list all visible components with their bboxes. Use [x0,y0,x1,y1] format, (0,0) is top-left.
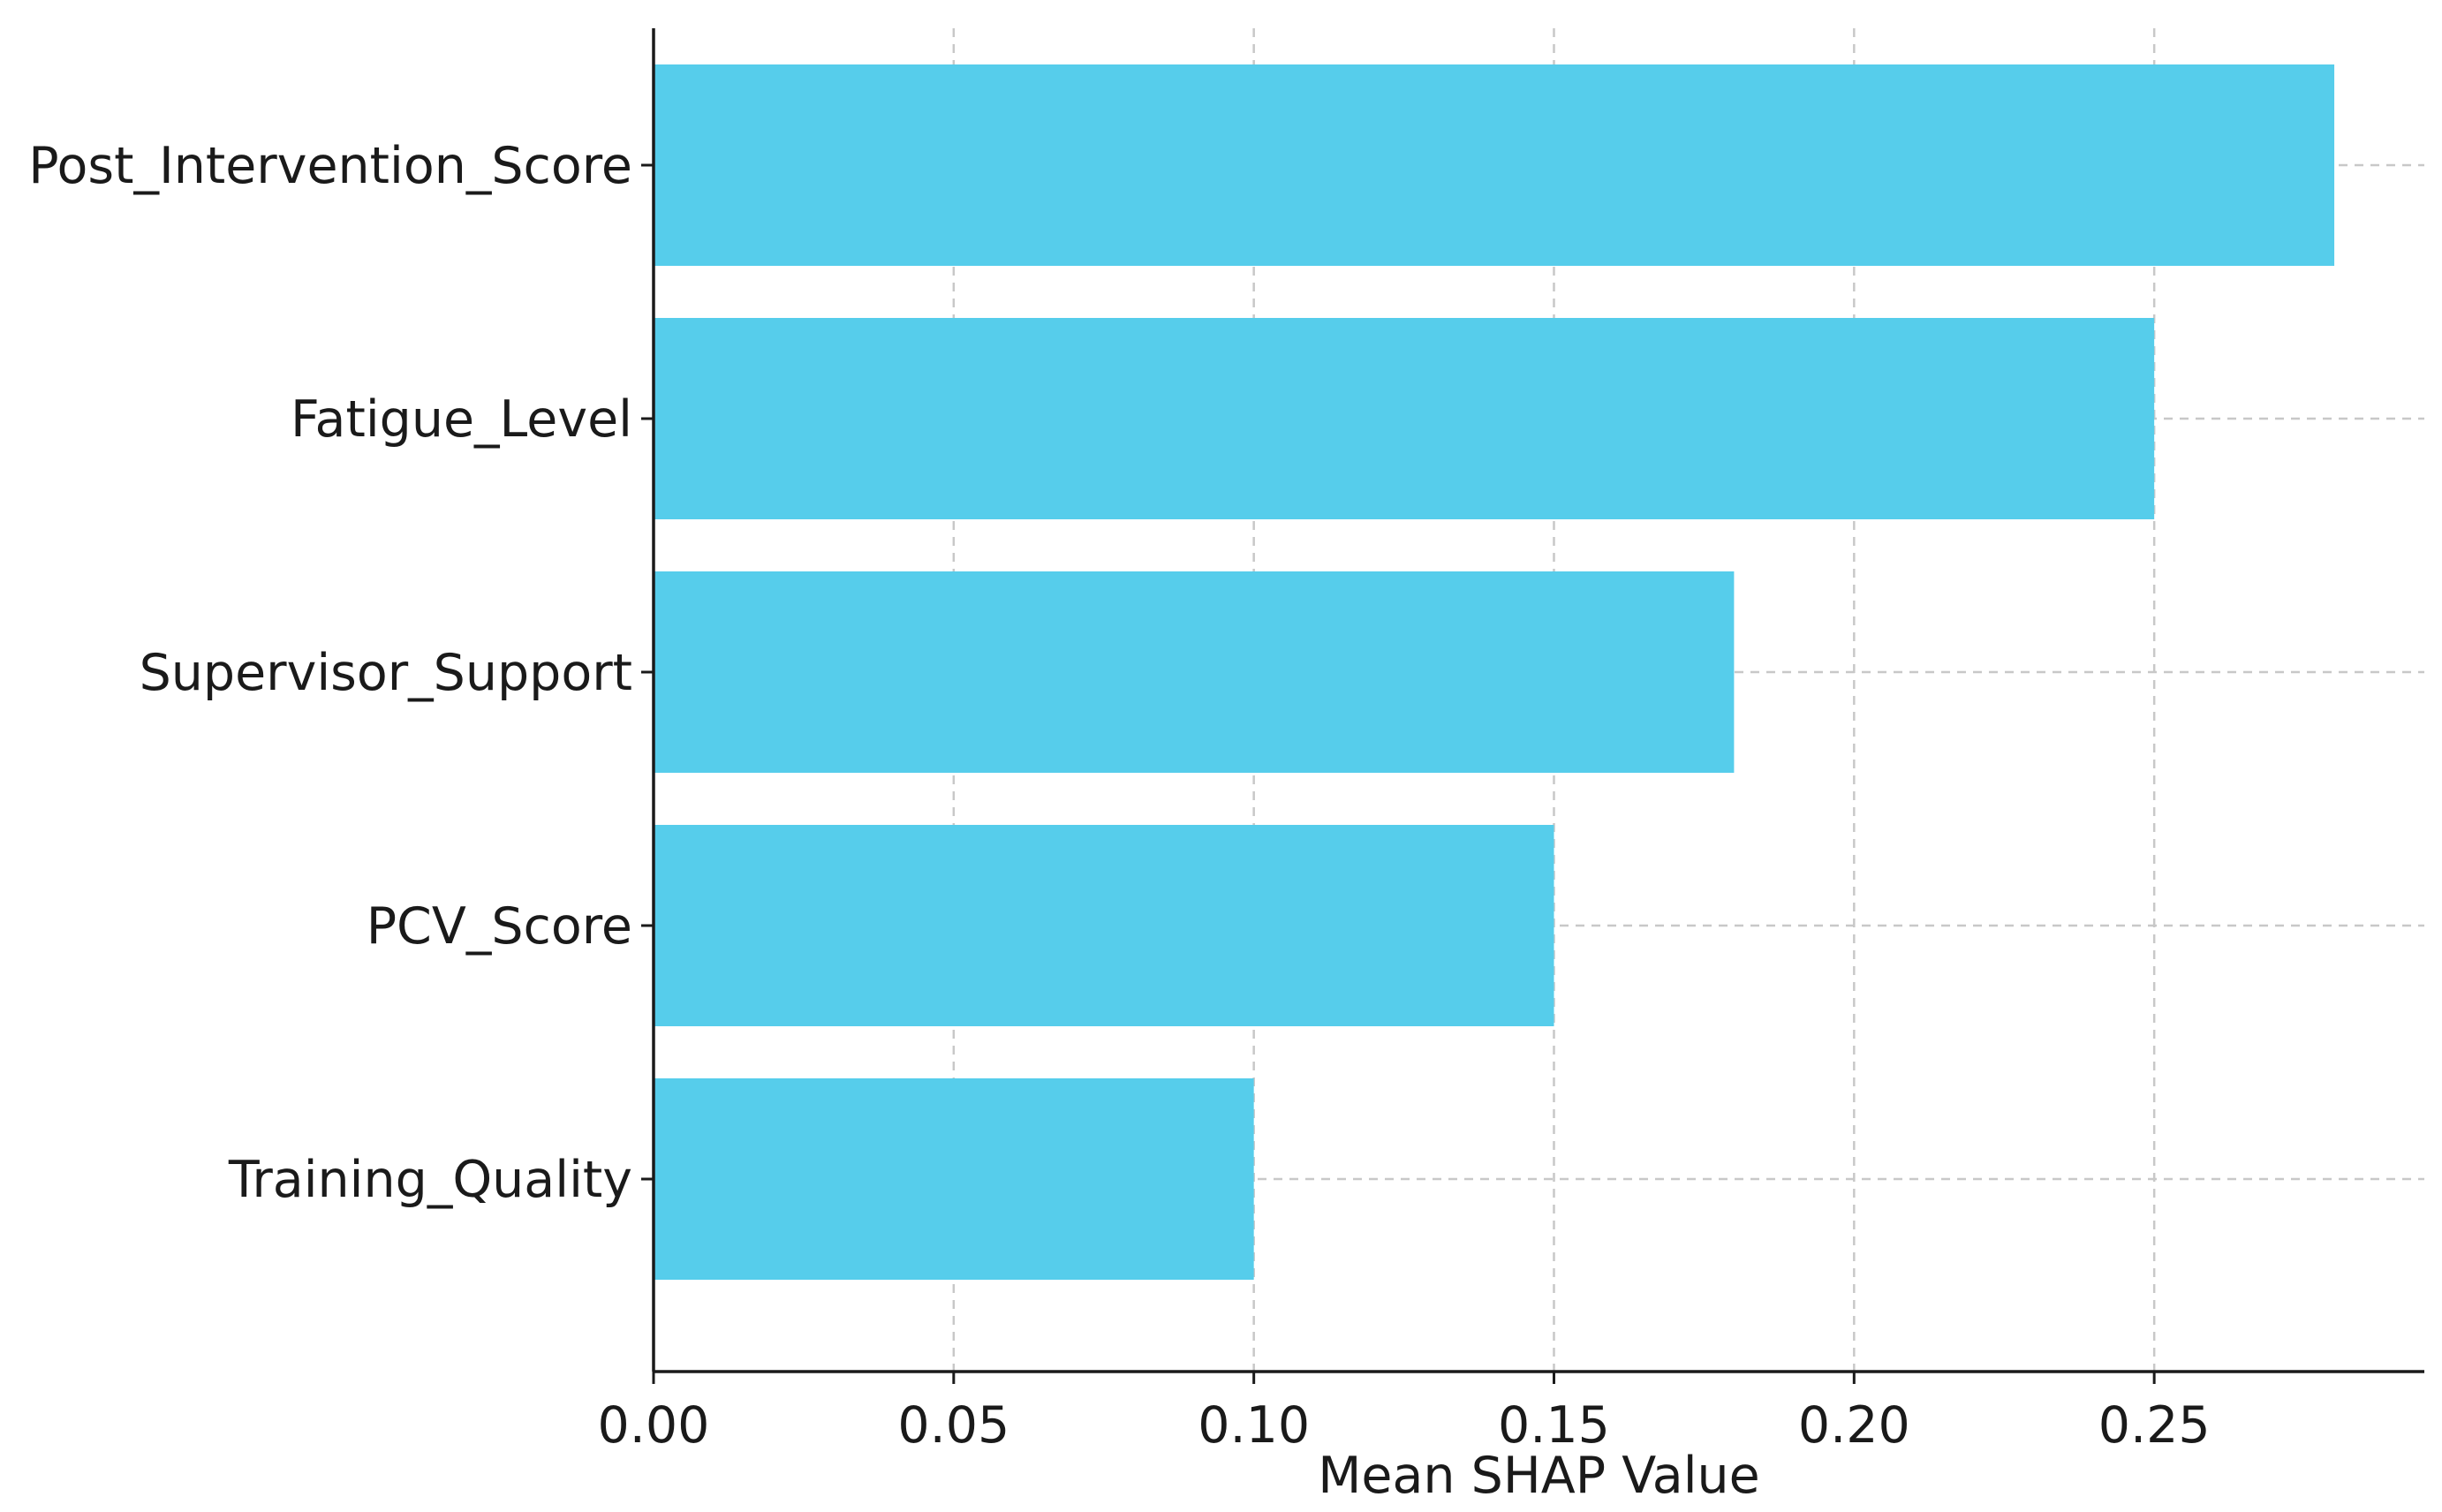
bar-layer [654,64,2335,1280]
category-label: Fatigue_Level [291,390,632,449]
category-label: Post_Intervention_Score [28,137,632,195]
category-label: PCV_Score [367,897,632,956]
x-tick-label: 0.00 [598,1396,710,1455]
label-layer: 0.00 0.05 0.10 0.15 0.20 0.25 Post_Interventio… [28,137,2210,1455]
category-label: Supervisor_Support [140,644,632,702]
x-tick-label: 0.05 [897,1396,1009,1455]
x-tick-label: 0.20 [1798,1396,1910,1455]
category-label: Training_Quality [228,1151,632,1209]
x-tick-label: 0.15 [1498,1396,1610,1455]
x-tick-label: 0.25 [2098,1396,2211,1455]
x-axis-title: Mean SHAP Value [1318,1447,1759,1505]
axis-layer [641,28,2424,1384]
bar-training-quality [654,1078,1254,1280]
x-tick-label: 0.10 [1198,1396,1310,1455]
bar-fatigue-level [654,318,2155,519]
bar-supervisor-support [654,571,1735,773]
bar-pcv-score [654,825,1554,1026]
bar-post-intervention-score [654,64,2335,266]
